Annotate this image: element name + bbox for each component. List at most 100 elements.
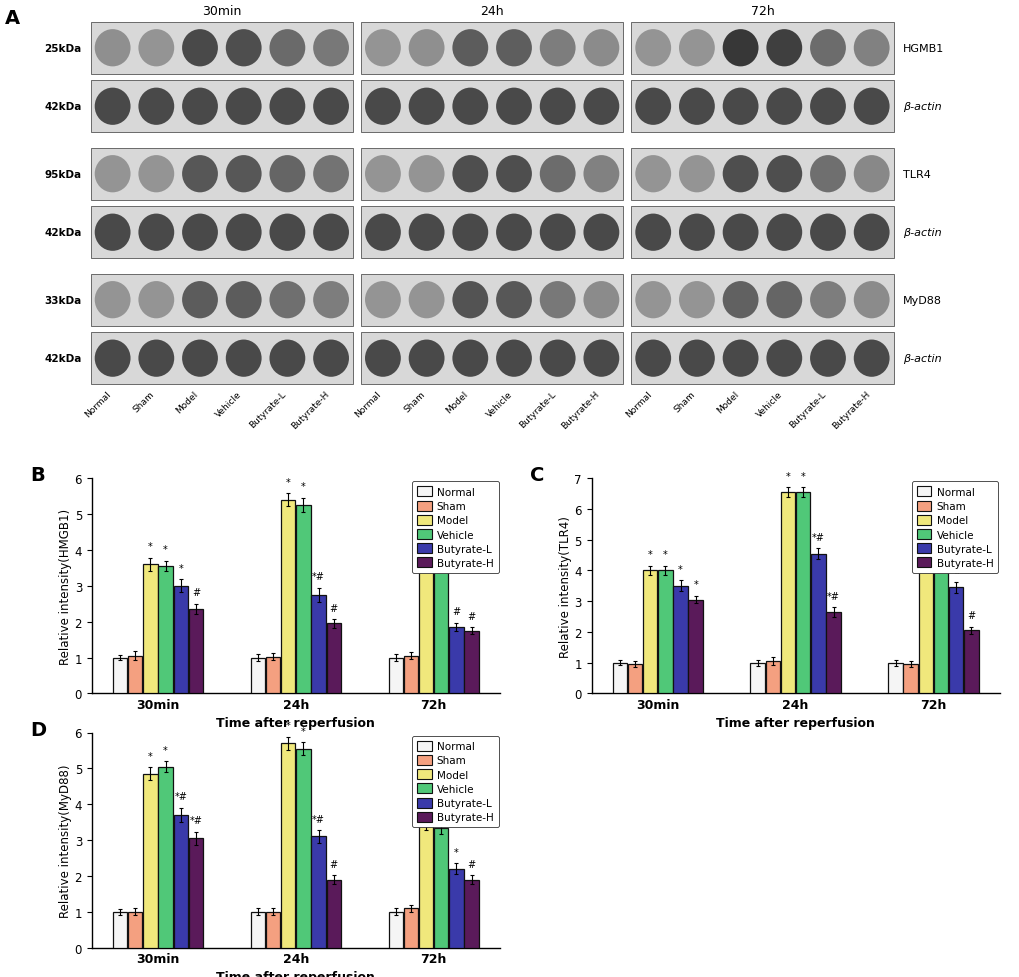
Ellipse shape: [809, 340, 845, 377]
Text: Normal: Normal: [83, 389, 112, 418]
Ellipse shape: [853, 156, 889, 193]
Ellipse shape: [409, 214, 444, 251]
Ellipse shape: [495, 30, 531, 67]
Ellipse shape: [853, 281, 889, 319]
Bar: [281, 743, 296, 948]
Bar: [91, 275, 353, 326]
Bar: [143, 774, 157, 948]
Bar: [311, 595, 325, 694]
Ellipse shape: [269, 156, 305, 193]
Bar: [765, 661, 780, 694]
Ellipse shape: [765, 30, 801, 67]
Text: *#: *#: [811, 532, 824, 542]
Ellipse shape: [409, 30, 444, 67]
Ellipse shape: [722, 156, 758, 193]
Text: *: *: [423, 801, 428, 811]
Y-axis label: Relative intensity(TLR4): Relative intensity(TLR4): [558, 515, 571, 658]
Text: *: *: [301, 482, 306, 492]
Bar: [143, 565, 157, 694]
Ellipse shape: [365, 30, 400, 67]
Ellipse shape: [809, 89, 845, 126]
Ellipse shape: [225, 30, 261, 67]
Ellipse shape: [635, 340, 671, 377]
Text: 25kDa: 25kDa: [44, 44, 82, 54]
Bar: [251, 912, 265, 948]
Ellipse shape: [409, 156, 444, 193]
Ellipse shape: [853, 89, 889, 126]
Text: #: #: [451, 607, 460, 616]
Bar: [810, 554, 824, 694]
Text: β-actin: β-actin: [902, 354, 941, 363]
Ellipse shape: [269, 340, 305, 377]
Bar: [933, 534, 948, 694]
Ellipse shape: [139, 156, 174, 193]
Bar: [251, 658, 265, 694]
Ellipse shape: [313, 156, 348, 193]
Ellipse shape: [722, 89, 758, 126]
Bar: [657, 571, 672, 694]
Text: Normal: Normal: [353, 389, 382, 418]
Bar: [158, 767, 172, 948]
Text: Butyrate-L: Butyrate-L: [517, 389, 557, 429]
Ellipse shape: [495, 89, 531, 126]
Ellipse shape: [182, 214, 218, 251]
Bar: [631, 81, 893, 133]
Bar: [795, 492, 809, 694]
Text: *: *: [285, 478, 290, 488]
Text: *: *: [438, 805, 443, 815]
Bar: [189, 838, 203, 948]
Ellipse shape: [495, 156, 531, 193]
Bar: [750, 663, 764, 694]
Ellipse shape: [313, 89, 348, 126]
Text: Sham: Sham: [401, 389, 426, 413]
Bar: [448, 869, 463, 948]
Ellipse shape: [635, 89, 671, 126]
Ellipse shape: [139, 214, 174, 251]
Ellipse shape: [269, 89, 305, 126]
Ellipse shape: [583, 89, 619, 126]
Ellipse shape: [809, 156, 845, 193]
Ellipse shape: [225, 89, 261, 126]
Text: Butyrate-H: Butyrate-H: [829, 389, 871, 431]
Ellipse shape: [452, 281, 488, 319]
Bar: [388, 912, 403, 948]
Ellipse shape: [225, 156, 261, 193]
Ellipse shape: [365, 214, 400, 251]
Ellipse shape: [583, 30, 619, 67]
Ellipse shape: [583, 214, 619, 251]
Text: 72h: 72h: [750, 6, 773, 19]
Ellipse shape: [269, 214, 305, 251]
Ellipse shape: [452, 89, 488, 126]
Bar: [434, 828, 448, 948]
Bar: [296, 749, 310, 948]
Legend: Normal, Sham, Model, Vehicle, Butyrate-L, Butyrate-H: Normal, Sham, Model, Vehicle, Butyrate-L…: [412, 736, 498, 828]
Ellipse shape: [365, 281, 400, 319]
Ellipse shape: [722, 214, 758, 251]
Ellipse shape: [539, 281, 575, 319]
Bar: [404, 909, 418, 948]
Ellipse shape: [95, 156, 130, 193]
Text: 33kDa: 33kDa: [44, 295, 82, 306]
Text: *#: *#: [312, 572, 325, 581]
Bar: [173, 586, 187, 694]
Ellipse shape: [679, 214, 714, 251]
Ellipse shape: [679, 281, 714, 319]
Ellipse shape: [139, 340, 174, 377]
Ellipse shape: [95, 340, 130, 377]
Text: *: *: [662, 550, 667, 560]
Bar: [361, 22, 623, 74]
Bar: [464, 631, 478, 694]
Ellipse shape: [539, 30, 575, 67]
Bar: [361, 149, 623, 200]
Ellipse shape: [139, 89, 174, 126]
Ellipse shape: [313, 281, 348, 319]
Ellipse shape: [409, 89, 444, 126]
Ellipse shape: [809, 30, 845, 67]
Ellipse shape: [635, 281, 671, 319]
Text: *: *: [647, 550, 652, 560]
Y-axis label: Relative intensity(MyD88): Relative intensity(MyD88): [59, 764, 71, 916]
Bar: [311, 836, 325, 948]
Legend: Normal, Sham, Model, Vehicle, Butyrate-L, Butyrate-H: Normal, Sham, Model, Vehicle, Butyrate-L…: [412, 482, 498, 573]
Ellipse shape: [722, 281, 758, 319]
Text: Butyrate-L: Butyrate-L: [787, 389, 827, 429]
